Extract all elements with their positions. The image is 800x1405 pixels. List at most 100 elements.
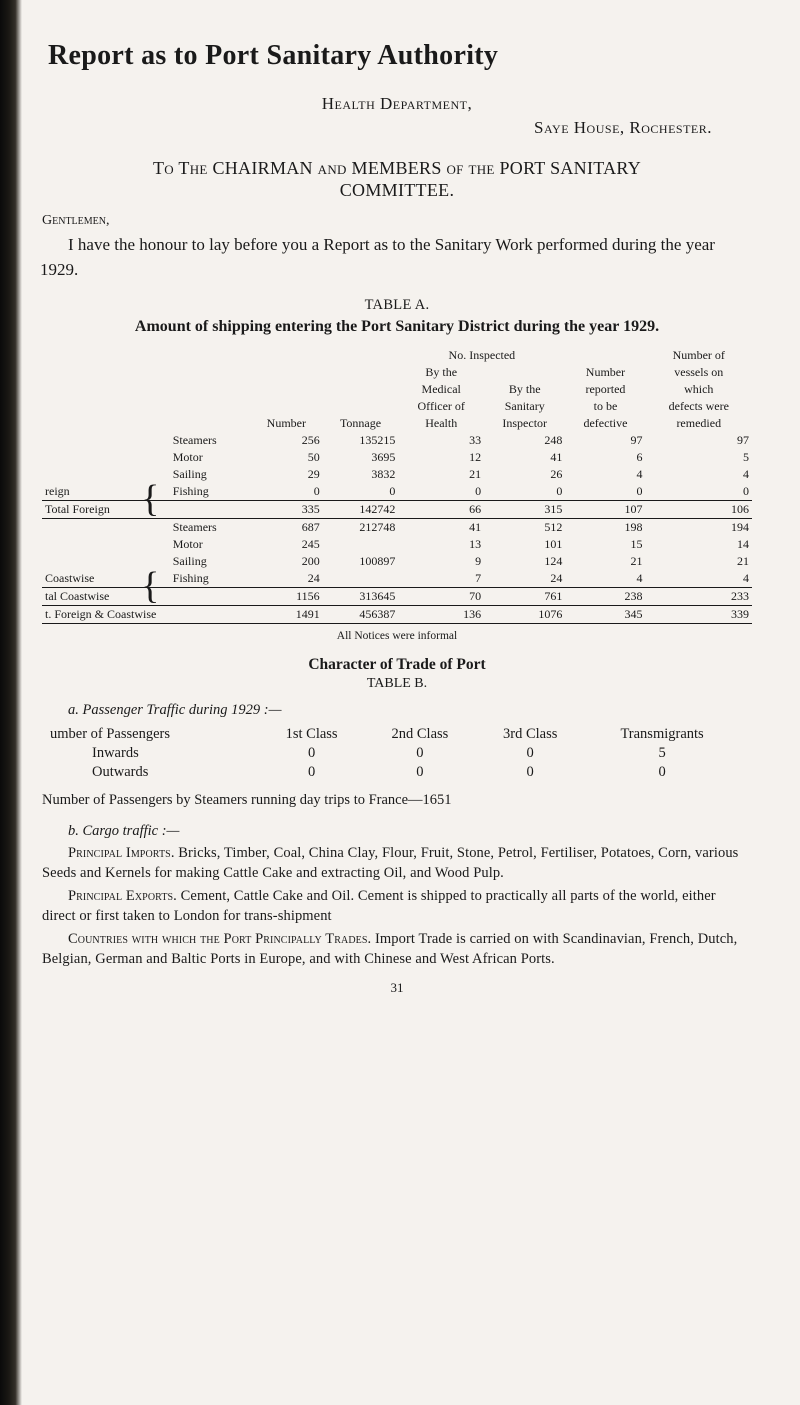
cell: 512 xyxy=(484,519,565,537)
principal-imports-lead: Principal Imports. xyxy=(68,845,175,861)
character-of-trade-title: Character of Trade of Port xyxy=(42,656,752,674)
to-the: To The xyxy=(153,158,212,178)
col-si-1: By the xyxy=(484,381,565,398)
pax-header-trans: Transmigrants xyxy=(584,725,739,744)
cell: 9 xyxy=(398,553,484,570)
cell: 33 xyxy=(398,432,484,449)
cell: 0 xyxy=(323,483,399,501)
cell: 4 xyxy=(646,466,752,483)
cell: 313645 xyxy=(323,588,399,606)
health-department-line: Health Department, xyxy=(42,94,752,114)
cell: 456387 xyxy=(323,606,399,624)
table-row: Inwards 0 0 0 5 xyxy=(44,744,740,763)
col-remedied-2: vessels on xyxy=(646,364,752,381)
row-label: Outwards xyxy=(44,763,259,782)
cell: 200 xyxy=(250,553,323,570)
cell: 41 xyxy=(484,449,565,466)
cell: 339 xyxy=(646,606,752,624)
pax-header-2nd: 2nd Class xyxy=(364,725,476,744)
cell: 5 xyxy=(646,449,752,466)
cell: 1076 xyxy=(484,606,565,624)
cell: 5 xyxy=(584,744,739,763)
col-reported-1: Number xyxy=(565,364,645,381)
committee-line: COMMITTEE. xyxy=(42,180,752,201)
cell: 21 xyxy=(398,466,484,483)
cell: 345 xyxy=(565,606,645,624)
cell: 335 xyxy=(250,501,323,519)
france-trips-line: Number of Passengers by Steamers running… xyxy=(42,792,752,809)
cell: 0 xyxy=(364,744,476,763)
countries-trades-para: Countries with which the Port Principall… xyxy=(42,930,752,969)
cell: 0 xyxy=(259,763,363,782)
col-number: Number xyxy=(250,415,323,432)
table-row: reign { Steamers 256 135215 33 248 97 97 xyxy=(42,432,752,449)
cell: 212748 xyxy=(323,519,399,537)
cell: 106 xyxy=(646,501,752,519)
cell: 4 xyxy=(565,466,645,483)
cell: 4 xyxy=(646,570,752,588)
col-si-3: Inspector xyxy=(484,415,565,432)
brace-icon: { xyxy=(131,519,170,588)
row-label: Fishing xyxy=(170,570,250,588)
table-row: Coastwise { Steamers 687 212748 41 512 1… xyxy=(42,519,752,537)
cell: 315 xyxy=(484,501,565,519)
cell: 50 xyxy=(250,449,323,466)
row-label: Sailing xyxy=(170,466,250,483)
row-label: Inwards xyxy=(44,744,259,763)
cell: 0 xyxy=(565,483,645,501)
of-the: of the xyxy=(446,158,494,178)
item-a-passenger: a. Passenger Traffic during 1929 :— xyxy=(68,702,752,719)
principal-exports-lead: Principal Exports. xyxy=(68,888,177,904)
table-a-label: TABLE A. xyxy=(42,297,752,314)
saye-house-line: Saye House, Rochester. xyxy=(42,118,752,138)
cell: 6 xyxy=(565,449,645,466)
col-moh-3: Officer of xyxy=(398,398,484,415)
brace-icon: { xyxy=(131,432,170,501)
cell: 135215 xyxy=(323,432,399,449)
cell: 24 xyxy=(484,570,565,588)
informal-notices-line: All Notices were informal xyxy=(42,630,752,642)
item-b-cargo: b. Cargo traffic :— xyxy=(68,823,752,840)
cell: 248 xyxy=(484,432,565,449)
passenger-table: umber of Passengers 1st Class 2nd Class … xyxy=(44,725,740,782)
cell: 0 xyxy=(484,483,565,501)
cell: 194 xyxy=(646,519,752,537)
cell xyxy=(323,570,399,588)
col-moh-2: Medical xyxy=(398,381,484,398)
cell: 13 xyxy=(398,536,484,553)
cell: 1156 xyxy=(250,588,323,606)
pax-header-3rd: 3rd Class xyxy=(476,725,584,744)
cell: 21 xyxy=(646,553,752,570)
cell: 97 xyxy=(565,432,645,449)
cell: 1491 xyxy=(250,606,323,624)
col-remedied-5: remedied xyxy=(646,415,752,432)
cell: 245 xyxy=(250,536,323,553)
cell: 107 xyxy=(565,501,645,519)
row-label: Motor xyxy=(170,536,250,553)
intro-paragraph: I have the honour to lay before you a Re… xyxy=(40,233,752,282)
page-number: 31 xyxy=(42,980,752,996)
cell: 3695 xyxy=(323,449,399,466)
cell: 0 xyxy=(476,744,584,763)
col-moh-4: Health xyxy=(398,415,484,432)
cell: 7 xyxy=(398,570,484,588)
side-label-coastwise: Coastwise xyxy=(42,519,131,588)
cell: 238 xyxy=(565,588,645,606)
cell: 41 xyxy=(398,519,484,537)
cell: 0 xyxy=(250,483,323,501)
cell: 66 xyxy=(398,501,484,519)
table-a-title: Amount of shipping entering the Port San… xyxy=(42,316,752,338)
row-label: t. Foreign & Coastwise xyxy=(42,606,250,624)
cell xyxy=(323,536,399,553)
addressee-line: To The CHAIRMAN and MEMBERS of the PORT … xyxy=(42,156,752,180)
cell: 26 xyxy=(484,466,565,483)
header-row: No. Inspected Number of xyxy=(42,347,752,364)
cell: 0 xyxy=(646,483,752,501)
cell: 14 xyxy=(646,536,752,553)
cell: 761 xyxy=(484,588,565,606)
and: and xyxy=(318,158,347,178)
row-label: Fishing xyxy=(170,483,250,501)
table-row: Outwards 0 0 0 0 xyxy=(44,763,740,782)
col-moh-1: By the xyxy=(398,364,484,381)
cell: 0 xyxy=(476,763,584,782)
